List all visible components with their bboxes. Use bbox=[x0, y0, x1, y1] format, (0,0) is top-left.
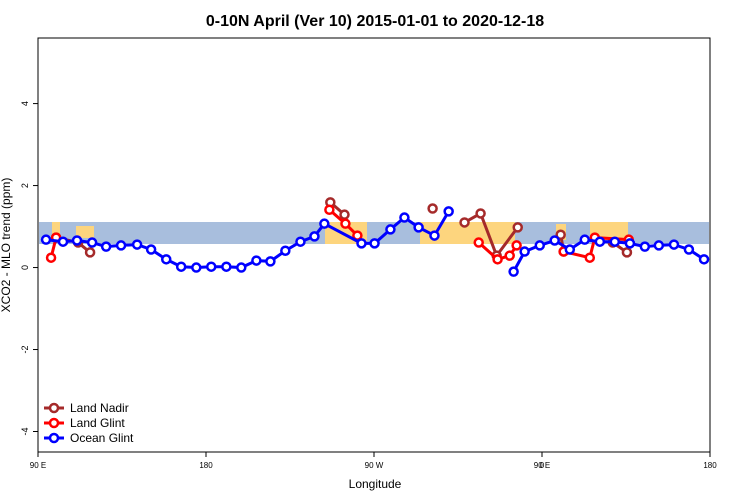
x-tick-label: 0 bbox=[540, 461, 545, 470]
x-tick-label: 90 W bbox=[365, 461, 384, 470]
point bbox=[473, 237, 484, 248]
point bbox=[280, 245, 291, 256]
chart-title: 0-10N April (Ver 10) 2015-01-01 to 2020-… bbox=[206, 13, 544, 30]
point bbox=[309, 231, 320, 242]
point bbox=[265, 256, 276, 267]
point bbox=[339, 209, 350, 220]
y-axis-label: XCO2 - MLO trend (ppm) bbox=[0, 178, 13, 313]
point bbox=[100, 241, 112, 252]
point bbox=[584, 252, 596, 263]
point bbox=[609, 236, 621, 247]
x-tick-label: 90 E bbox=[534, 461, 550, 470]
point bbox=[319, 218, 330, 229]
point bbox=[40, 234, 52, 245]
point bbox=[555, 229, 566, 241]
point bbox=[564, 244, 576, 255]
point bbox=[356, 238, 367, 249]
ocean-band bbox=[39, 222, 709, 244]
point bbox=[579, 234, 590, 245]
point bbox=[221, 261, 232, 272]
point bbox=[624, 238, 636, 249]
y-tick-label: 2 bbox=[20, 183, 30, 188]
point bbox=[385, 224, 396, 235]
point bbox=[639, 241, 651, 252]
y-tick-label: -4 bbox=[20, 427, 30, 435]
point bbox=[475, 208, 486, 219]
point bbox=[683, 244, 695, 255]
point bbox=[145, 244, 157, 255]
point bbox=[504, 250, 515, 261]
point bbox=[429, 230, 440, 241]
x-axis-label: Longitude bbox=[349, 477, 402, 491]
point bbox=[534, 240, 546, 251]
point bbox=[459, 217, 470, 228]
land-patch bbox=[52, 222, 60, 236]
y-tick-label: 0 bbox=[20, 265, 30, 270]
point bbox=[295, 236, 306, 247]
legend-marker bbox=[48, 402, 60, 414]
point bbox=[251, 255, 262, 266]
point bbox=[621, 247, 633, 258]
point bbox=[512, 222, 523, 233]
y-tick-label: -2 bbox=[20, 346, 30, 354]
x-tick-label: 90 E bbox=[30, 461, 46, 470]
point bbox=[511, 240, 522, 251]
point bbox=[205, 261, 217, 272]
point bbox=[175, 261, 187, 272]
legend-marker bbox=[48, 432, 60, 444]
point bbox=[492, 254, 503, 265]
y-tick-label: 4 bbox=[20, 101, 30, 106]
point bbox=[57, 236, 69, 247]
point bbox=[236, 262, 247, 273]
point bbox=[71, 235, 83, 246]
point bbox=[668, 239, 680, 250]
point bbox=[324, 204, 335, 215]
point bbox=[84, 247, 96, 258]
point bbox=[413, 222, 424, 233]
point bbox=[519, 246, 530, 257]
point bbox=[45, 252, 57, 263]
point bbox=[594, 236, 606, 247]
point bbox=[549, 235, 560, 246]
point bbox=[86, 237, 98, 248]
point bbox=[427, 203, 438, 214]
point bbox=[191, 262, 202, 273]
legend-label: Ocean Glint bbox=[70, 431, 134, 445]
point bbox=[131, 239, 143, 250]
point bbox=[443, 206, 454, 217]
point bbox=[698, 254, 710, 265]
point bbox=[115, 240, 127, 251]
map-band bbox=[39, 222, 709, 244]
legend-marker bbox=[48, 417, 60, 429]
point bbox=[653, 240, 665, 251]
legend-label: Land Nadir bbox=[70, 401, 129, 415]
point bbox=[508, 266, 519, 277]
land-patch bbox=[76, 226, 94, 238]
point bbox=[399, 212, 410, 223]
point bbox=[160, 254, 172, 265]
x-tick-label: 180 bbox=[199, 461, 213, 470]
point bbox=[340, 218, 351, 229]
point bbox=[369, 238, 380, 249]
legend-label: Land Glint bbox=[70, 416, 125, 430]
x-tick-label: 180 bbox=[703, 461, 717, 470]
